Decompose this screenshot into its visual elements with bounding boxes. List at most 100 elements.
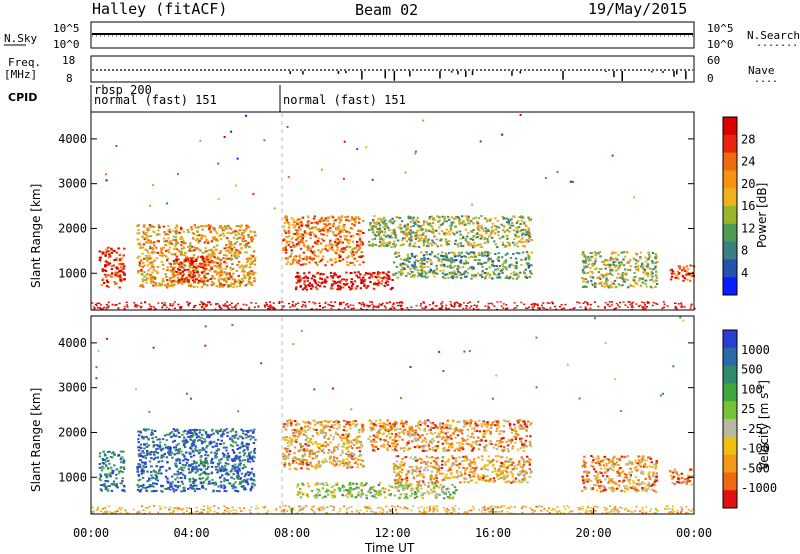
- heatmap-cell: [623, 268, 627, 271]
- heatmap-cell: [487, 258, 490, 261]
- heatmap-cell: [120, 266, 123, 269]
- heatmap-cell: [173, 439, 176, 442]
- heatmap-cell: [477, 301, 480, 303]
- heatmap-cell: [528, 236, 532, 238]
- heatmap-cell: [146, 450, 149, 452]
- heatmap-cell: [336, 246, 339, 249]
- heatmap-cell: [527, 255, 531, 258]
- heatmap-cell: [214, 481, 217, 484]
- heatmap-cell: [505, 275, 508, 278]
- heatmap-cell: [157, 444, 160, 447]
- heatmap-cell: [370, 225, 373, 228]
- heatmap-cell: [291, 441, 294, 443]
- heatmap-cell: [617, 272, 620, 275]
- heatmap-cell: [114, 274, 118, 276]
- heatmap-cell: [167, 248, 170, 251]
- heatmap-cell: [378, 229, 381, 232]
- heatmap-cell: [249, 281, 252, 283]
- heatmap-cell: [250, 467, 254, 470]
- heatmap-cell: [303, 429, 307, 432]
- heatmap-cell: [282, 457, 285, 460]
- heatmap-cell: [122, 458, 125, 461]
- heatmap-cell: [169, 454, 172, 456]
- heatmap-cell: [629, 265, 632, 268]
- heatmap-cell: [413, 261, 416, 264]
- heatmap-cell: [180, 228, 183, 231]
- heatmap-cell: [320, 278, 323, 281]
- heatmap-cell: [516, 245, 520, 248]
- heatmap-cell: [478, 259, 481, 261]
- heatmap-cell: [513, 215, 516, 218]
- heatmap-cell: [299, 228, 302, 231]
- heatmap-cell: [95, 303, 98, 306]
- heatmap-cell: [213, 256, 216, 259]
- heatmap-cell: [323, 436, 326, 439]
- heatmap-cell: [250, 478, 253, 481]
- heatmap-cell: [373, 233, 376, 236]
- heatmap-cell: [453, 217, 457, 220]
- heatmap-cell: [217, 257, 220, 260]
- heatmap-cell: [472, 307, 475, 310]
- heatmap-cell: [250, 471, 253, 474]
- heatmap-cell: [272, 307, 275, 310]
- heatmap-cell: [225, 272, 228, 275]
- heatmap-cell: [433, 235, 436, 238]
- heatmap-cell: [223, 429, 226, 432]
- heatmap-cell: [453, 303, 456, 306]
- heatmap-cell: [251, 436, 254, 439]
- heatmap-cell: [420, 259, 423, 262]
- heatmap-cell: [191, 232, 195, 234]
- heatmap-cell: [219, 266, 222, 269]
- heatmap-cell: [169, 449, 172, 452]
- heatmap-cell: [445, 228, 448, 231]
- heatmap-cell: [434, 272, 437, 274]
- heatmap-cell: [213, 252, 216, 255]
- heatmap-cell: [676, 270, 679, 273]
- heatmap-cell: [646, 263, 650, 266]
- heatmap-cell: [305, 450, 308, 453]
- heatmap-cell: [305, 467, 309, 470]
- heatmap-cell: [309, 250, 312, 252]
- heatmap-cell: [246, 455, 249, 458]
- heatmap-cell: [164, 475, 168, 478]
- heatmap-cell: [181, 245, 184, 248]
- heatmap-cell: [172, 268, 175, 271]
- heatmap-cell: [117, 454, 120, 457]
- heatmap-cell: [488, 266, 491, 269]
- heatmap-cell: [388, 220, 391, 223]
- heatmap-cell: [312, 227, 315, 230]
- heatmap-cell: [519, 113, 522, 116]
- heatmap-cell: [471, 238, 475, 241]
- heatmap-cell: [341, 278, 344, 281]
- heatmap-cell: [235, 474, 239, 477]
- heatmap-cell: [327, 216, 330, 219]
- heatmap-cell: [324, 217, 327, 220]
- heatmap-cell: [333, 446, 336, 449]
- heatmap-cell: [622, 272, 625, 275]
- heatmap-cell: [299, 458, 302, 461]
- heatmap-cell: [306, 225, 310, 227]
- heatmap-cell: [453, 304, 456, 307]
- heatmap-cell: [340, 215, 344, 218]
- heatmap-cell: [341, 449, 344, 452]
- heatmap-cell: [209, 229, 212, 232]
- heatmap-cell: [245, 243, 248, 246]
- heatmap-cell: [611, 301, 613, 303]
- heatmap-cell: [571, 180, 574, 183]
- heatmap-cell: [247, 431, 250, 434]
- heatmap-cell: [105, 476, 108, 479]
- heatmap-cell: [294, 276, 298, 278]
- heatmap-cell: [674, 302, 677, 304]
- heatmap-cell: [171, 440, 175, 443]
- heatmap-cell: [478, 262, 482, 265]
- heatmap-cell: [118, 275, 121, 278]
- heatmap-cell: [210, 460, 213, 462]
- heatmap-cell: [393, 240, 396, 243]
- heatmap-cell: [251, 255, 254, 258]
- heatmap-cell: [173, 284, 176, 287]
- heatmap-cell: [352, 422, 355, 425]
- heatmap-cell: [110, 265, 114, 268]
- heatmap-cell: [108, 462, 111, 465]
- heatmap-cell: [402, 243, 405, 246]
- heatmap-cell: [324, 248, 327, 251]
